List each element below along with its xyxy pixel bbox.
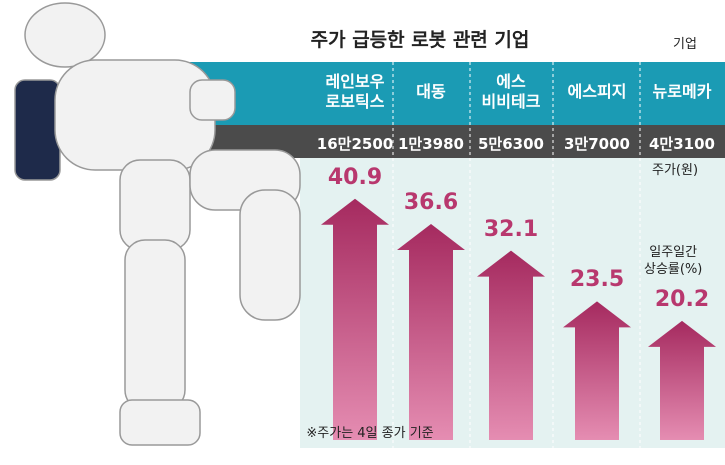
- category-label: 에스피지: [567, 82, 627, 101]
- arrow-bar: [397, 224, 465, 440]
- price-label: 3만7000: [564, 135, 630, 153]
- price-caption: 주가(원): [652, 163, 699, 178]
- category-label: 대동: [416, 82, 446, 101]
- value-label: 23.5: [569, 267, 625, 293]
- category-label: 레인보우 로보틱스: [325, 72, 385, 111]
- chart-title: 주가 급등한 로봇 관련 기업: [311, 29, 530, 51]
- arrow-bar: [648, 320, 716, 440]
- arrow-bar: [477, 250, 545, 440]
- value-label: 36.6: [403, 190, 459, 216]
- price-label: 16만2500: [316, 135, 394, 153]
- value-label: 40.9: [327, 164, 383, 190]
- category-label: 에스 비비테크: [481, 72, 541, 111]
- value-label: 32.1: [483, 216, 539, 242]
- value-caption: 일주일간 상승률(%): [644, 245, 703, 277]
- column-dividers: [392, 62, 641, 448]
- category-header: 기업: [673, 37, 697, 52]
- robot: [14, 2, 301, 446]
- arrow-bar: [321, 198, 389, 440]
- price-label: 5만6300: [478, 135, 544, 153]
- note: ※주가는 4일 종가 기준: [306, 426, 433, 441]
- category-label: 뉴로메카: [652, 82, 712, 101]
- price-label: 1만3980: [398, 135, 464, 153]
- value-label: 20.2: [654, 286, 710, 312]
- price-label: 4만3100: [649, 135, 715, 153]
- arrow-bar: [563, 301, 631, 440]
